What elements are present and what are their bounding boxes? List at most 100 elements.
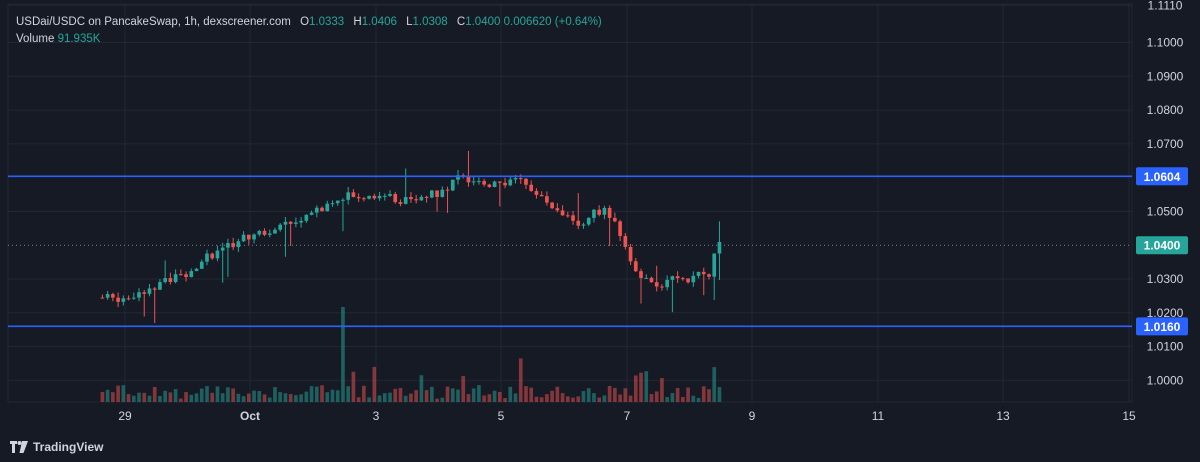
legend-volume-value: 91.935K [57,33,101,45]
volume-bar [607,385,612,402]
volume-bar [372,366,377,402]
candle-body [220,247,225,251]
volume-bar [524,386,528,402]
candle-body [654,282,659,287]
candle-body [309,212,314,215]
volume-bar [701,386,706,402]
candle-body [215,250,220,259]
volume-bar [529,387,534,402]
y-axis-tick-label: 1.0900 [1147,69,1184,83]
candle-body [555,208,560,211]
candle-body [424,196,429,198]
candle-body [717,241,722,254]
volume-bar [267,397,272,402]
candle-body [581,224,586,226]
volume-bar [393,388,398,402]
candle-body [597,209,602,215]
candle-body [618,221,622,237]
volume-bar [409,393,413,402]
volume-bar [419,375,424,402]
volume-bar [199,388,204,402]
candle-body [294,222,298,224]
level-label-bg [1136,317,1188,336]
candle-body [356,197,361,199]
volume-bar [717,387,722,402]
candle-body [487,184,492,187]
x-axis-tick-label: Oct [240,409,260,423]
volume-bar [273,387,277,402]
volume-bar [487,394,492,402]
y-axis-tick-label: 1.0300 [1147,272,1184,286]
candle-body [131,297,136,299]
candle-body [351,192,356,198]
volume-bar [325,392,330,402]
x-axis-tick-label: 9 [749,409,756,423]
volume-bar [398,387,403,402]
tradingview-footer[interactable]: TradingView [10,440,103,454]
candle-body [205,253,209,262]
volume-bar [184,392,188,402]
candle-body [283,221,288,225]
x-axis-tick-label: 13 [996,409,1010,423]
legend-low-value: 1.0308 [412,16,448,28]
last-price-label-bg [1136,236,1188,255]
candle-body [111,294,115,298]
candle-body [121,298,126,302]
volume-bar [147,395,152,402]
y-axis-tick-label: 1.0000 [1147,373,1184,387]
x-axis-tick-label: 3 [373,409,380,423]
volume-bar [215,386,220,402]
volume-bar [435,398,439,402]
volume-bar [205,386,209,402]
candle-body [613,217,617,222]
candle-body [116,297,120,302]
volume-bar [111,392,115,402]
candle-body [633,261,638,272]
volume-bar [707,389,711,402]
candle-body [628,246,633,262]
legend-close-label: C [456,16,466,28]
volume-bar [445,386,450,402]
candle-body [550,202,554,209]
volume-bar [262,394,267,402]
volume-bar [482,395,486,402]
legend-open-label: O [300,16,310,28]
volume-bar [471,388,476,402]
x-axis-tick-label: 7 [624,409,631,423]
volume-bar [168,392,173,402]
candle-body [330,203,335,205]
volume-bar [116,385,120,402]
volume-bar [121,385,126,402]
candle-body [372,195,377,199]
x-axis-tick-label: 29 [118,409,132,423]
candle-body [199,261,204,269]
candle-body [226,243,230,248]
volume-bar [560,393,565,402]
volume-bar [294,395,298,402]
volume-bar [246,393,251,402]
volume-bar [565,396,570,402]
candle-body [639,271,643,278]
volume-bar [126,394,131,402]
candle-body [158,282,162,290]
volume-bar [686,387,690,402]
volume-bar [403,395,408,402]
candle-body [534,191,539,195]
volume-bar [691,395,696,402]
candle-body [696,271,701,276]
volume-bar [539,397,544,402]
level-label: 1.0604 [1144,170,1181,184]
volume-bar [220,393,225,402]
legend-high-value: 1.0406 [361,16,397,28]
legend-pair: USDai/USDC on PancakeSwap, 1h, dexscreen… [16,16,291,28]
volume-bar [681,397,685,402]
candle-body [273,229,277,234]
x-axis-tick-label: 5 [498,409,505,423]
candle-body [644,277,649,279]
candle-body [267,233,272,235]
candle-body [660,286,664,288]
candle-body [545,196,549,203]
volume-bar [497,391,502,402]
candle-body [403,196,408,204]
